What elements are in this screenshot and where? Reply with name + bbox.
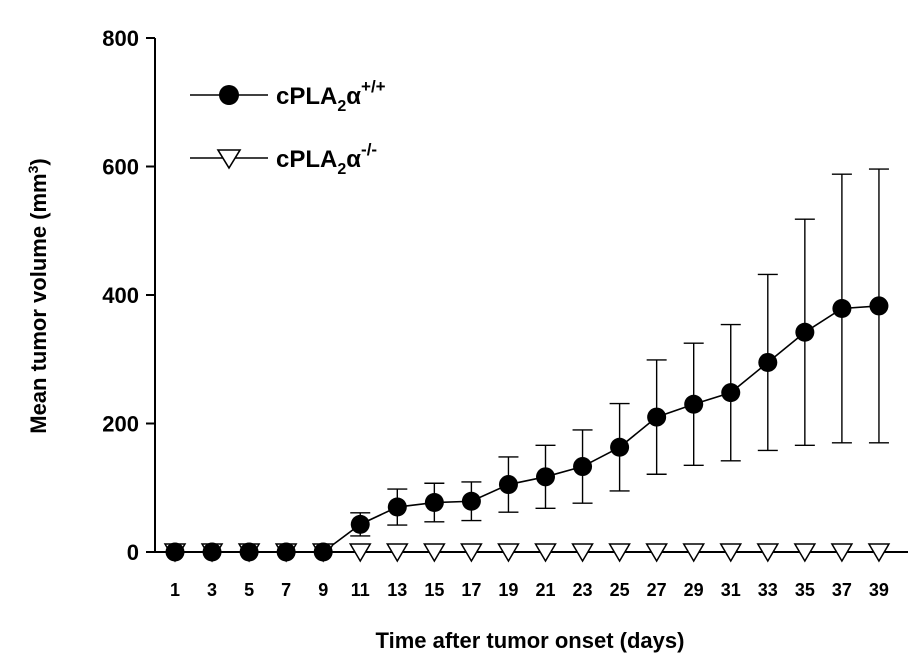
point-knockout	[348, 543, 372, 563]
point-knockout	[608, 543, 631, 563]
legend-knockout-base: cPLA	[276, 146, 337, 173]
x-tick-label: 37	[832, 580, 852, 600]
x-tick-label: 5	[244, 580, 254, 600]
x-tick-label: 27	[647, 580, 667, 600]
point-knockout	[793, 543, 817, 563]
x-tick-label: 39	[869, 580, 889, 600]
markers	[163, 296, 891, 563]
legend-wildtype-superscript: +/+	[361, 77, 386, 96]
point-knockout	[534, 543, 557, 563]
x-tick-label: 7	[281, 580, 291, 600]
series-lines	[175, 305, 880, 553]
point-wildtype	[832, 298, 852, 318]
x-tick-label: 11	[351, 580, 370, 600]
point-wildtype	[795, 322, 815, 342]
point-wildtype	[387, 497, 407, 517]
point-wildtype	[758, 352, 778, 372]
point-knockout	[571, 543, 594, 563]
x-tick-label: 31	[721, 580, 741, 600]
point-knockout	[385, 543, 409, 563]
y-tick-label: 200	[102, 412, 139, 437]
point-knockout	[497, 543, 520, 563]
y-tick-label: 400	[102, 283, 139, 308]
legend-wildtype-subscript: 2	[337, 98, 346, 115]
point-wildtype	[573, 457, 593, 477]
y-tick-label: 0	[127, 540, 139, 565]
legend-wildtype-base: cPLA	[276, 83, 337, 110]
point-knockout	[830, 543, 854, 563]
y-tick-label: 600	[102, 155, 139, 180]
point-wildtype	[165, 542, 185, 562]
y-axis-title-superscript: 3	[25, 165, 41, 173]
legend-knockout-superscript: -/-	[361, 140, 377, 159]
x-tick-label: 33	[758, 580, 778, 600]
point-wildtype	[498, 475, 518, 495]
x-tick-label: 3	[207, 580, 217, 600]
x-tick-label: 9	[318, 580, 328, 600]
legend-marker-knockout	[216, 149, 242, 170]
x-tick-label: 29	[684, 580, 704, 600]
point-wildtype	[424, 493, 444, 513]
legend-knockout-greek: α	[346, 146, 361, 173]
y-axis-title-main: Mean tumor volume (mm	[26, 173, 51, 433]
y-axis-title-end: )	[26, 158, 51, 165]
x-axis-title: Time after tumor onset (days)	[376, 628, 685, 653]
y-axis-title: Mean tumor volume (mm3)	[25, 158, 51, 434]
legend-entry-wildtype: cPLA2α+/+	[190, 77, 386, 115]
x-tick-label: 13	[387, 580, 407, 600]
legend-wildtype-greek: α	[346, 83, 361, 110]
point-knockout	[867, 543, 891, 563]
legend-marker-wildtype	[219, 85, 239, 105]
point-wildtype	[536, 467, 555, 487]
legend-label-wildtype: cPLA2α+/+	[276, 77, 386, 115]
point-knockout	[756, 543, 780, 563]
y-tick-label: 800	[102, 26, 139, 51]
point-wildtype	[276, 542, 296, 562]
y-ticks: 0 200 400 600 800	[102, 26, 155, 565]
point-wildtype	[684, 394, 704, 414]
point-wildtype	[610, 437, 630, 457]
point-knockout	[460, 543, 483, 563]
point-wildtype	[869, 296, 889, 316]
error-bars	[350, 168, 889, 537]
legend-label-knockout: cPLA2α-/-	[276, 140, 377, 178]
x-tick-label: 1	[170, 580, 180, 600]
point-wildtype	[721, 383, 741, 403]
legend-knockout-subscript: 2	[337, 161, 346, 178]
x-tick-label: 15	[424, 580, 444, 600]
axes	[154, 38, 908, 553]
point-wildtype	[313, 542, 333, 562]
point-knockout	[682, 543, 706, 563]
point-wildtype	[239, 542, 259, 562]
point-wildtype	[350, 514, 370, 534]
point-wildtype	[461, 491, 481, 511]
x-tick-label: 25	[610, 580, 630, 600]
x-ticks: 1 3 5 7 9 11 13 15 17 19 21 23 25 27 29 31 33 35 37 39	[170, 580, 889, 600]
legend-entry-knockout: cPLA2α-/-	[190, 140, 377, 178]
point-knockout	[719, 543, 743, 563]
x-tick-label: 17	[461, 580, 481, 600]
x-tick-label: 23	[573, 580, 593, 600]
point-knockout	[423, 543, 446, 563]
point-knockout	[645, 543, 668, 563]
legend: cPLA2α+/+ cPLA2α-/-	[190, 77, 386, 178]
x-tick-label: 21	[535, 580, 555, 600]
x-tick-label: 35	[795, 580, 815, 600]
series-line-wildtype	[175, 305, 880, 553]
point-wildtype	[202, 542, 222, 562]
point-wildtype	[647, 407, 667, 427]
x-tick-label: 19	[498, 580, 518, 600]
